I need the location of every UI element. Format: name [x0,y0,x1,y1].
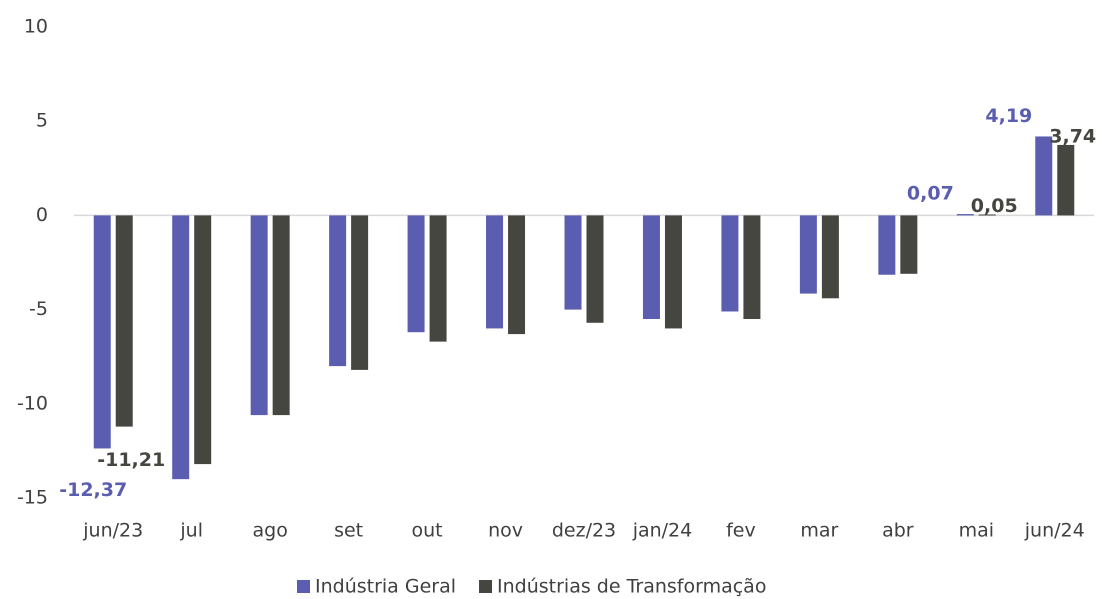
x-tick-label: jan/24 [632,520,693,542]
x-tick-label: jun/23 [82,520,143,542]
bar [721,215,739,312]
bar [586,215,604,323]
x-tick-label: dez/23 [552,520,616,542]
y-tick-label: -5 [29,298,48,320]
x-tick-label: fev [726,520,756,542]
x-tick-label: mar [800,520,838,542]
y-tick-label: 0 [36,204,48,226]
bar [93,215,111,449]
bar [272,215,290,416]
bar [1057,144,1075,216]
x-tick-label: set [334,520,363,542]
value-label: -12,37 [59,479,127,501]
bar [407,215,425,333]
bar [821,215,839,299]
value-label: 0,07 [907,183,954,205]
legend-swatch [479,580,493,593]
legend-swatch [297,580,310,593]
x-tick-label: abr [882,520,914,542]
bar [115,215,133,427]
x-tick-label: jul [179,520,203,542]
bar [564,215,582,310]
legend-label: Indústria Geral [315,576,456,598]
bar [900,215,918,274]
value-label: 4,19 [985,105,1032,127]
bar [1035,136,1053,216]
bar [642,215,660,320]
bar [329,215,347,367]
value-label: 3,74 [1049,125,1096,147]
bar [743,215,761,320]
bar [799,215,817,294]
value-label: 0,05 [971,195,1018,217]
bar [194,215,212,465]
bar [351,215,369,370]
bar [878,215,896,275]
bar [486,215,504,329]
x-tick-label: out [412,520,443,542]
bar [508,215,526,335]
x-tick-label: jun/24 [1024,520,1085,542]
x-tick-label: mai [959,520,994,542]
x-tick-label: ago [252,520,287,542]
bar [956,214,974,216]
value-label: -11,21 [97,449,165,471]
x-tick-label: nov [488,520,523,542]
y-tick-label: -10 [17,392,48,414]
bar [172,215,190,480]
bar [429,215,447,342]
bar [978,214,996,216]
y-tick-label: 5 [36,110,48,132]
y-tick-label: -15 [17,487,48,509]
legend-label: Indústrias de Transformação [497,576,766,598]
y-tick-label: 10 [24,16,48,38]
bar [664,215,682,329]
bar [250,215,268,416]
